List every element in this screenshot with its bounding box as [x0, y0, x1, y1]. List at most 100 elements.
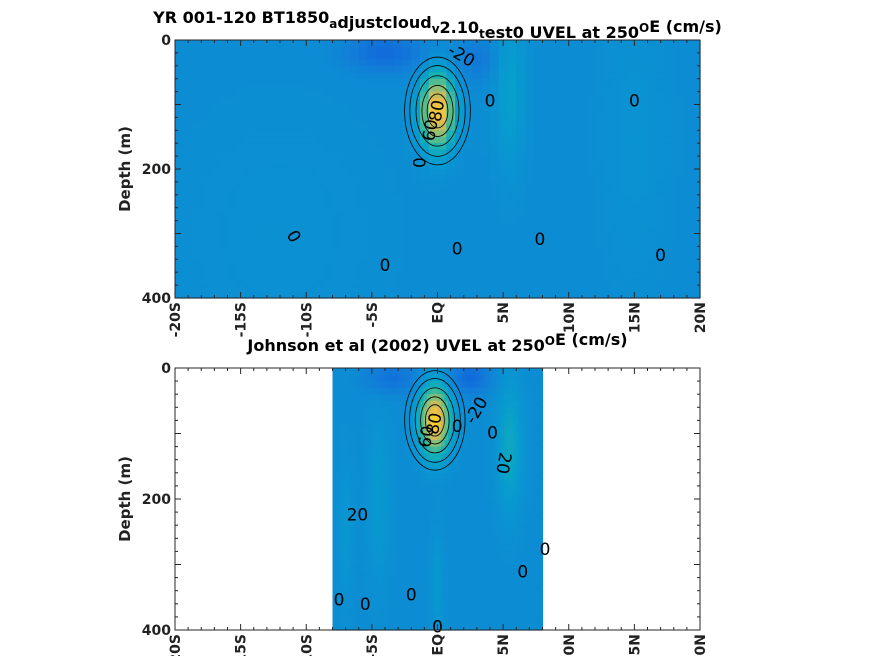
field-cell	[448, 616, 453, 625]
field-cell	[393, 117, 404, 125]
field-cell	[656, 227, 666, 235]
field-cell	[402, 368, 407, 376]
field-cell	[323, 207, 334, 215]
contour-label: 0	[487, 424, 498, 444]
field-cell	[472, 259, 482, 267]
field-cell	[201, 175, 211, 183]
field-cell	[542, 188, 552, 196]
field-cell	[455, 394, 460, 402]
field-cell	[376, 136, 386, 144]
field-cell	[656, 278, 666, 286]
field-cell	[358, 169, 369, 177]
field-cell	[504, 597, 509, 605]
field-cell	[388, 453, 393, 461]
field-cell	[490, 111, 500, 118]
field-cell	[458, 616, 463, 625]
field-cell	[376, 169, 386, 177]
field-cell	[516, 156, 526, 164]
field-cell	[427, 479, 432, 487]
field-cell	[490, 207, 500, 215]
field-cell	[413, 531, 418, 539]
field-cell	[612, 207, 622, 215]
field-cell	[535, 394, 540, 402]
field-cell	[353, 558, 358, 566]
field-cell	[420, 72, 430, 80]
field-cell	[297, 252, 307, 260]
field-cell	[437, 214, 447, 222]
field-cell	[673, 162, 684, 170]
field-cell	[358, 188, 369, 196]
field-cell	[201, 233, 211, 241]
field-cell	[532, 440, 537, 448]
field-cell	[595, 149, 605, 157]
field-cell	[236, 91, 246, 99]
field-cell	[444, 472, 449, 480]
field-cell	[472, 98, 482, 106]
field-cell	[476, 446, 481, 454]
field-cell	[364, 426, 369, 435]
field-cell	[192, 175, 202, 183]
field-cell	[551, 252, 561, 260]
field-cell	[691, 65, 701, 73]
field-cell	[402, 453, 407, 461]
field-cell	[444, 426, 449, 435]
field-cell	[577, 169, 587, 177]
field-cell	[462, 558, 467, 566]
field-cell	[535, 525, 540, 533]
field-cell	[533, 162, 544, 170]
field-cell	[511, 374, 516, 382]
field-cell	[560, 72, 570, 80]
field-cell	[385, 400, 390, 408]
field-cell	[437, 78, 447, 86]
field-cell	[577, 272, 587, 280]
field-cell	[486, 374, 491, 382]
field-cell	[350, 85, 360, 93]
field-cell	[455, 123, 465, 131]
field-cell	[490, 259, 500, 267]
field-cell	[392, 512, 397, 520]
field-cell	[367, 381, 372, 389]
field-cell	[490, 394, 495, 402]
title-part: a	[329, 17, 337, 31]
field-cell	[638, 52, 649, 60]
field-cell	[341, 265, 351, 273]
field-cell	[479, 407, 484, 415]
field-cell	[533, 123, 544, 131]
field-cell	[542, 156, 552, 164]
field-cell	[201, 136, 211, 144]
field-cell	[691, 72, 701, 80]
field-cell	[416, 584, 421, 592]
field-cell	[346, 459, 351, 467]
field-cell	[673, 214, 684, 222]
field-cell	[497, 400, 502, 408]
field-cell	[413, 453, 418, 461]
field-cell	[420, 610, 425, 618]
field-cell	[469, 525, 474, 533]
field-cell	[402, 65, 412, 73]
field-cell	[551, 259, 561, 267]
field-cell	[428, 252, 439, 260]
field-cell	[448, 597, 453, 605]
field-cell	[357, 610, 362, 618]
field-cell	[416, 433, 421, 441]
field-cell	[656, 169, 666, 177]
field-cell	[568, 85, 579, 93]
field-cell	[332, 59, 342, 67]
field-cell	[469, 374, 474, 382]
field-cell	[411, 169, 421, 177]
field-cell	[638, 136, 649, 144]
field-cell	[444, 368, 449, 376]
field-cell	[406, 551, 411, 559]
field-cell	[437, 420, 442, 428]
field-cell	[516, 40, 526, 48]
field-cell	[420, 65, 430, 73]
field-cell	[647, 240, 657, 247]
field-cell	[357, 387, 362, 395]
field-cell	[413, 446, 418, 454]
field-cell	[393, 240, 404, 247]
field-cell	[476, 433, 481, 441]
field-cell	[358, 272, 369, 280]
field-cell	[357, 603, 362, 611]
field-cell	[507, 394, 512, 402]
field-cell	[253, 40, 264, 48]
